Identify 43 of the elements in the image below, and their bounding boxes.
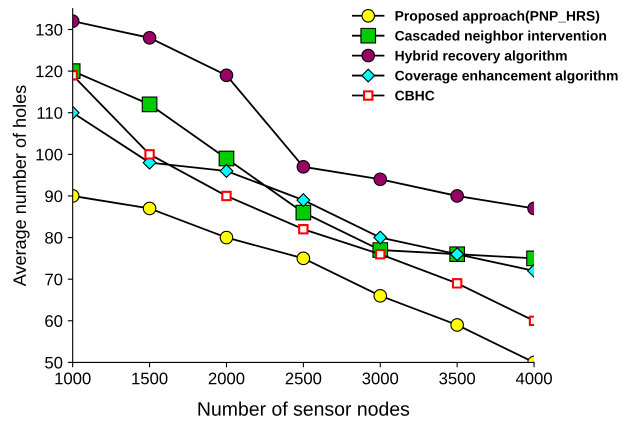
x-axis-title: Number of sensor nodes: [198, 402, 410, 416]
point: [373, 230, 388, 244]
y-tick-label: 100: [36, 148, 62, 161]
point: [142, 31, 156, 45]
legend-label: CBHC: [395, 90, 434, 101]
legend-label: Coverage enhancement algorithm: [395, 70, 618, 84]
x-tick-label: 2500: [286, 372, 322, 384]
x-tick-label: 2000: [208, 372, 244, 384]
y-tick-label: 70: [45, 274, 62, 286]
legend-label: Hybrid recovery algorithm: [396, 50, 567, 64]
point: [452, 278, 462, 289]
point: [373, 289, 388, 303]
point: [221, 190, 232, 202]
x-tick-label: 1500: [132, 372, 168, 384]
point: [450, 318, 464, 332]
point: [373, 172, 388, 186]
point: [450, 189, 464, 203]
y-tick-label: 130: [36, 24, 62, 36]
y-tick-label: 60: [45, 315, 62, 327]
x-tick-label: 1000: [55, 372, 91, 384]
point: [142, 202, 156, 216]
point: [296, 252, 310, 266]
x-tick-label: 3000: [362, 372, 398, 384]
point: [296, 160, 310, 174]
y-tick-label: 50: [45, 356, 62, 369]
point: [220, 68, 234, 82]
x-tick-label: 4000: [516, 372, 552, 384]
y-tick-label: 120: [36, 66, 62, 78]
y-tick-label: 80: [45, 232, 62, 244]
x-tick-label: 3500: [439, 372, 476, 384]
point: [218, 150, 234, 166]
y-tick-label: 90: [45, 190, 62, 202]
point: [142, 96, 158, 112]
point: [296, 204, 312, 220]
y-axis-title: Average number of holes: [12, 85, 30, 286]
point: [298, 224, 309, 234]
point: [220, 164, 234, 178]
legend-label: Proposed approach(PNP_HRS): [396, 10, 600, 24]
point: [296, 193, 310, 208]
legend-label: Cascaded neighbor intervention: [395, 30, 606, 44]
point: [144, 149, 155, 160]
point: [220, 230, 234, 244]
y-tick-label: 110: [38, 107, 62, 119]
